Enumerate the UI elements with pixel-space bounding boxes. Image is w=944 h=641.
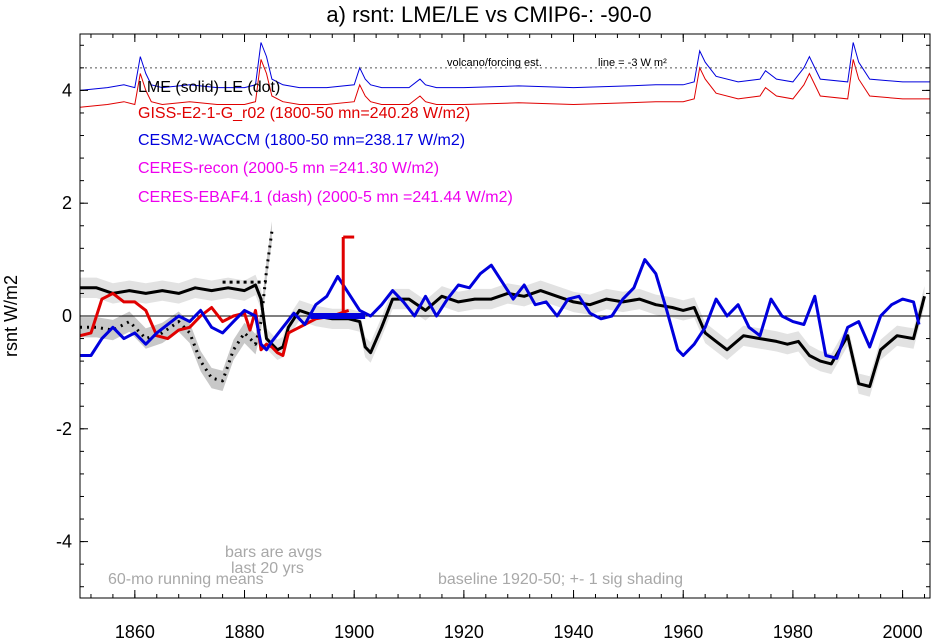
x-tick-label: 1980 bbox=[773, 622, 813, 641]
y-tick-label: -4 bbox=[56, 532, 72, 552]
forcing-line-giss bbox=[79, 59, 930, 108]
forcing-series bbox=[79, 42, 930, 108]
sigma-shading bbox=[80, 221, 925, 397]
chart-title: a) rsnt: LME/LE vs CMIP6-: -90-0 bbox=[326, 2, 651, 27]
annotation-volcano: volcano/forcing est. bbox=[447, 57, 542, 69]
y-tick-label: 4 bbox=[62, 80, 72, 100]
legend-entry-2: CESM2-WACCM (1800-50 mn=238.17 W/m2) bbox=[138, 132, 465, 149]
x-tick-label: 2000 bbox=[883, 622, 923, 641]
y-tick-label: 2 bbox=[62, 193, 72, 213]
annotation-line-note: line = -3 W m² bbox=[598, 57, 667, 69]
y-axis-label: rsnt W/m2 bbox=[1, 275, 21, 357]
legend-entry-0: LME (solid) LE (dot) bbox=[138, 79, 280, 96]
x-tick-label: 1860 bbox=[115, 622, 155, 641]
series-line-0 bbox=[80, 283, 926, 388]
x-tick-label: 1920 bbox=[444, 622, 484, 641]
shade-1 bbox=[80, 221, 272, 391]
legend-entry-3: CERES-recon (2000-5 mn =241.30 W/m2) bbox=[138, 160, 439, 177]
legend-entry-1: GISS-E2-1-G_r02 (1800-50 mn=240.28 W/m2) bbox=[138, 105, 470, 122]
annotation-running-means: 60-mo running means bbox=[108, 571, 264, 588]
x-tick-label: 1960 bbox=[663, 622, 703, 641]
y-tick-label: -2 bbox=[56, 419, 72, 439]
x-tick-label: 1880 bbox=[224, 622, 264, 641]
forcing-line-cesm bbox=[79, 42, 930, 91]
series-lines bbox=[79, 231, 926, 388]
series-line-2 bbox=[79, 291, 350, 357]
x-tick-label: 1900 bbox=[334, 622, 374, 641]
x-tick-label: 1940 bbox=[554, 622, 594, 641]
legend: LME (solid) LE (dot) GISS-E2-1-G_r02 (180… bbox=[138, 79, 513, 206]
y-tick-label: 0 bbox=[62, 306, 72, 326]
shade-0 bbox=[80, 274, 925, 397]
average-bars bbox=[222, 235, 366, 319]
annotation-bars: bars are avgs bbox=[225, 544, 322, 561]
axis-ticks: -4 -2 0 2 4 1860 1880 1900 1920 1940 1960 1980 2000 bbox=[56, 34, 930, 641]
legend-entry-4: CERES-EBAF4.1 (dash) (2000-5 mn =241.44 … bbox=[138, 189, 513, 206]
annotation-bars-2: last 20 yrs bbox=[231, 560, 304, 577]
series-line-1 bbox=[80, 231, 274, 383]
series-line-3 bbox=[80, 258, 921, 360]
annotation-baseline: baseline 1920-50; +- 1 sig shading bbox=[438, 571, 683, 588]
